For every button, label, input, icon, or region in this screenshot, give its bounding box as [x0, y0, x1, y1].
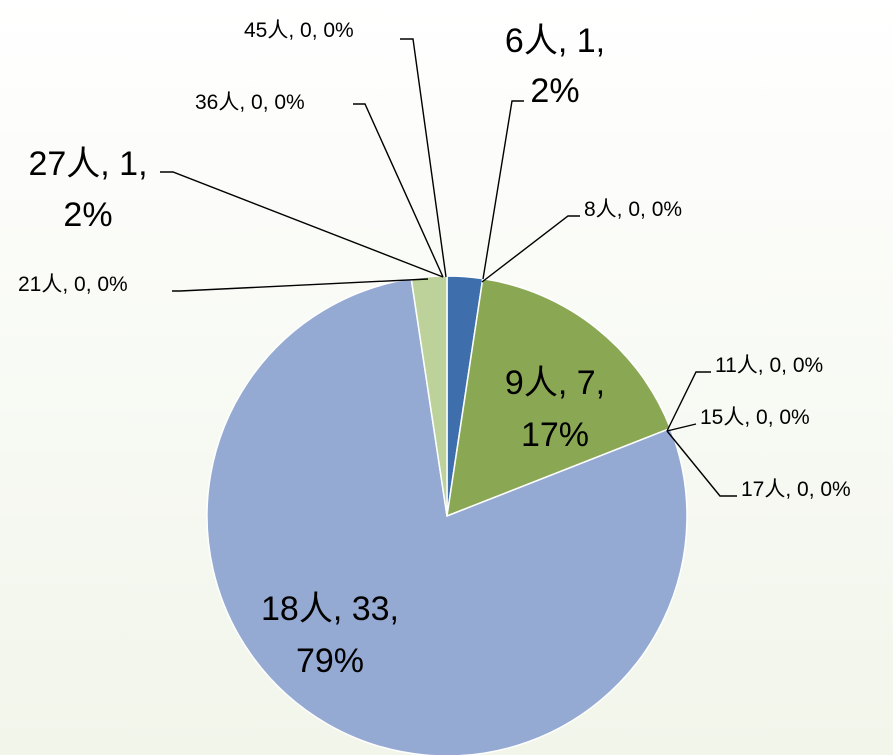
leader-lines-layer: [160, 38, 737, 497]
pie-slice-27人: [410, 275, 448, 517]
leader-line-36人: [353, 103, 444, 278]
pie-slice-9人: [446, 277, 672, 518]
leader-line-6人: [482, 100, 524, 280]
data-label-11人: 11人, 0, 0%: [715, 354, 823, 377]
leader-line-8人: [481, 215, 580, 283]
data-label-17人: 17人, 0, 0%: [741, 478, 851, 501]
data-label-21人: 21人, 0, 0%: [18, 273, 128, 296]
data-label-27人-percent: 2%: [63, 196, 112, 234]
data-label-18人-value: 18人, 33,: [261, 590, 399, 628]
leader-line-11人: [666, 371, 711, 432]
leader-line-15人: [666, 423, 697, 432]
leader-line-21人: [172, 278, 429, 292]
slices-layer: [206, 275, 688, 755]
data-label-36人: 36人, 0, 0%: [195, 91, 305, 114]
data-label-18人-percent: 79%: [296, 642, 364, 680]
leader-line-17人: [666, 430, 737, 497]
leader-line-27人: [160, 171, 444, 278]
data-labels-layer: 6人, 1, 2% 8人, 0, 0% 9人, 7, 17% 11人, 0, 0% 15人,…: [18, 19, 851, 680]
data-label-9人-value: 9人, 7,: [505, 364, 605, 402]
data-label-8人: 8人, 0, 0%: [584, 198, 682, 221]
data-label-27人-value: 27人, 1,: [28, 145, 147, 183]
data-label-6人-value: 6人, 1,: [505, 22, 605, 60]
data-label-6人-percent: 2%: [530, 72, 579, 110]
data-label-9人-percent: 17%: [521, 416, 589, 454]
pie-slice-18人: [206, 277, 688, 755]
leader-line-45人: [400, 38, 447, 278]
data-label-15人: 15人, 0, 0%: [700, 406, 810, 429]
data-label-45人: 45人, 0, 0%: [244, 19, 354, 42]
